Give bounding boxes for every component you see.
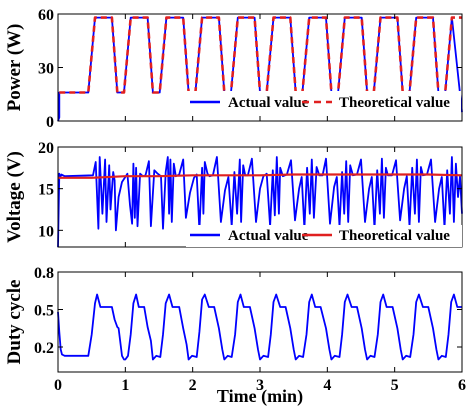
legend-box	[183, 91, 461, 114]
y-tick-label: 0	[46, 114, 54, 131]
y-axis-label: Duty cycle	[4, 280, 25, 365]
legend-label: Actual value	[228, 95, 309, 111]
series-line-theoretical-value	[58, 173, 463, 179]
y-axis-label: Voltage (V)	[4, 151, 25, 243]
legend: Actual value Theoretical value	[186, 225, 462, 247]
panel-2: 10 15 20 Voltage (V) Actual value Theoretical…	[4, 140, 463, 248]
x-tick-label: 4	[323, 377, 331, 394]
y-tick-label: 20	[38, 140, 54, 157]
series-line-actual-value	[57, 156, 463, 248]
legend-label: Theoretical value	[339, 228, 450, 244]
x-tick-label: 1	[121, 377, 129, 394]
y-tick-label: 0.5	[34, 303, 54, 320]
y-tick-label: 10	[38, 223, 54, 240]
legend-label: Actual value	[228, 228, 309, 244]
x-axis-label: Time (min)	[217, 386, 303, 407]
x-tick-label: 0	[54, 377, 62, 394]
legend: Actual value Theoretical value	[183, 91, 461, 114]
y-tick-label: 30	[38, 61, 54, 78]
x-tick-label: 3	[256, 377, 264, 394]
y-tick-label: 15	[38, 182, 54, 199]
y-tick-label: 0.2	[34, 340, 54, 357]
x-tick-label: 2	[189, 377, 197, 394]
legend-label: Theoretical value	[339, 95, 450, 111]
panel-1: 0 30 60 Power (W) Actual value Theoretical va…	[4, 7, 463, 131]
y-axis-label: Power (W)	[4, 24, 25, 112]
y-tick-label: 0.8	[34, 265, 54, 282]
x-tick-label: 5	[391, 377, 399, 394]
series-line-theoretical-value	[59, 16, 462, 94]
panel-3: 0.2 0.5 0.8 0 1 2 3 4 5 6 Duty cycle	[4, 265, 466, 394]
x-tick-label: 6	[458, 377, 466, 394]
series-line-duty-cycle	[57, 293, 462, 361]
y-tick-label: 60	[38, 7, 54, 24]
